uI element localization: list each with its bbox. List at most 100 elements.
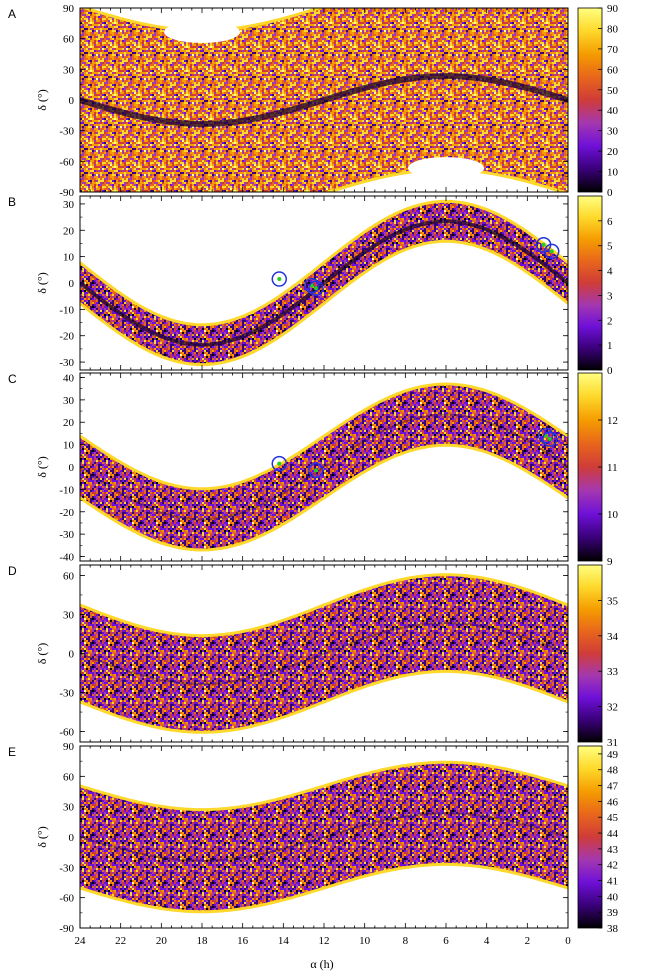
- y-tick-label: 0: [69, 649, 75, 661]
- x-tick-label: 10: [359, 935, 371, 947]
- y-tick-label: 30: [63, 609, 75, 621]
- y-tick-label: -60: [59, 893, 74, 905]
- colorbar-tick-label: 6: [607, 216, 613, 228]
- colorbar-tick-label: 42: [607, 860, 618, 872]
- colorbar-tick-label: 3: [607, 290, 613, 302]
- x-tick-label: 12: [319, 935, 330, 947]
- marker-circle: [271, 271, 288, 287]
- colorbar-tick-label: 9: [607, 556, 613, 568]
- marker-circle: [541, 431, 558, 447]
- y-axis-label: δ (°): [35, 89, 49, 110]
- colorbar-tick-label: 49: [607, 749, 619, 761]
- panel-label: D: [8, 564, 17, 578]
- y-tick-label: 30: [63, 199, 75, 211]
- marker-dot: [313, 286, 318, 291]
- colorbar-tick-label: 10: [607, 167, 619, 179]
- y-tick-label: 0: [69, 462, 75, 474]
- y-tick-label: -30: [59, 862, 74, 874]
- panel-A: 90 60 30 0 -30 -60 -90 δ (°) A 90 80 70 60 50 40 30 20 10…: [8, 3, 619, 199]
- marker-circle: [537, 427, 554, 444]
- colorbar-tick-label: 48: [607, 765, 619, 777]
- y-tick-label: 30: [63, 64, 75, 76]
- colorbar-tick-label: 39: [607, 907, 619, 919]
- panel-label: B: [8, 195, 16, 209]
- y-tick-label: 30: [63, 395, 75, 407]
- y-tick-label: 0: [69, 278, 75, 290]
- colorbar-tick-label: 60: [607, 64, 619, 76]
- colorbar-tick-label: 70: [607, 44, 619, 56]
- marker-dot: [309, 283, 314, 288]
- colorbar-tick-label: 5: [607, 241, 613, 253]
- y-tick-label: -10: [59, 484, 74, 496]
- y-tick-label: -30: [59, 529, 74, 541]
- marker-circle: [271, 455, 288, 472]
- y-tick-label: 40: [63, 372, 75, 384]
- y-axis-label: δ (°): [35, 272, 49, 293]
- y-tick-label: -30: [59, 357, 74, 369]
- panel-label: A: [8, 7, 16, 21]
- x-tick-label: 16: [237, 935, 249, 947]
- colorbar-tick-label: 35: [607, 595, 619, 607]
- colorbar-tick-label: 20: [607, 146, 619, 158]
- colorbar-tick-label: 33: [607, 666, 619, 678]
- y-tick-label: 10: [63, 252, 75, 264]
- panel-D: 60 30 0 -30 -60 δ (°) D 35 34 33 32 31: [8, 564, 619, 749]
- panel-C: 40 30 20 10 0 -10 -20 -30 -40 δ (°) C 12 11 10 9: [8, 372, 619, 568]
- colorbar-tick-label: 40: [607, 105, 619, 117]
- ecliptic-line-E: [80, 812, 568, 862]
- y-tick-label: -60: [59, 727, 74, 739]
- y-tick-label: -20: [59, 331, 74, 343]
- x-tick-label: 18: [197, 935, 209, 947]
- x-tick-label: 2: [525, 935, 531, 947]
- colorbar-tick-label: 43: [607, 844, 619, 856]
- y-tick-label: -30: [59, 126, 74, 138]
- colorbar-tick-label: 80: [607, 23, 619, 35]
- colorbar-tick-label: 45: [607, 812, 619, 824]
- y-tick-label: 20: [63, 417, 75, 429]
- marker-dot: [277, 461, 282, 466]
- marker-circle: [308, 280, 324, 297]
- y-tick-label: 60: [63, 34, 75, 46]
- y-tick-label: -10: [59, 304, 74, 316]
- colorbar-tick-label: 90: [607, 3, 619, 15]
- colorbar-tick-label: 30: [607, 126, 619, 138]
- panel-label: C: [8, 372, 17, 386]
- y-tick-label: -20: [59, 507, 74, 519]
- ecliptic-line-D: [80, 621, 568, 686]
- y-tick-label: 90: [63, 741, 75, 753]
- y-tick-label: -40: [59, 552, 74, 564]
- x-tick-label: 20: [156, 935, 168, 947]
- ecliptic-line-C: [80, 413, 568, 521]
- x-axis-label: α (h): [310, 957, 333, 971]
- colorbar-tick-label: 11: [607, 462, 618, 474]
- y-axis-label: δ (°): [35, 643, 49, 664]
- colorbar-tick-label: 40: [607, 891, 619, 903]
- south-ecliptic-pole-hole: [408, 157, 484, 180]
- x-tick-label: 0: [565, 935, 571, 947]
- y-tick-label: 60: [63, 570, 75, 582]
- sky-band-D: [80, 576, 568, 731]
- y-tick-label: 30: [63, 802, 75, 814]
- marker-dot: [541, 242, 546, 247]
- colorbar-tick-label: 41: [607, 876, 618, 888]
- x-axis: α (h) 24 22 20 18 16 14 12 10 8 6 4 2 0: [75, 935, 572, 971]
- y-tick-label: 90: [63, 3, 75, 15]
- panel-E: 90 60 30 0 -30 -60 -90 δ (°) E 49 48 47 46 45 44 43 42 41…: [8, 741, 619, 935]
- panel-label: E: [8, 745, 16, 759]
- y-axis-label: δ (°): [35, 456, 49, 477]
- colorbar-tick-label: 12: [607, 415, 618, 427]
- colorbar-tick-label: 2: [607, 315, 613, 327]
- marker-dot: [547, 437, 552, 442]
- colorbar-B: [577, 195, 603, 371]
- sky-band-C: [80, 385, 568, 549]
- y-tick-label: -90: [59, 923, 74, 935]
- colorbar-tick-label: 47: [607, 781, 619, 793]
- colorbar-tick-label: 34: [607, 631, 619, 643]
- x-tick-label: 4: [484, 935, 490, 947]
- colorbar-tick-label: 0: [607, 365, 613, 377]
- x-tick-label: 14: [278, 935, 290, 947]
- x-tick-label: 8: [403, 935, 409, 947]
- y-tick-label: -60: [59, 156, 74, 168]
